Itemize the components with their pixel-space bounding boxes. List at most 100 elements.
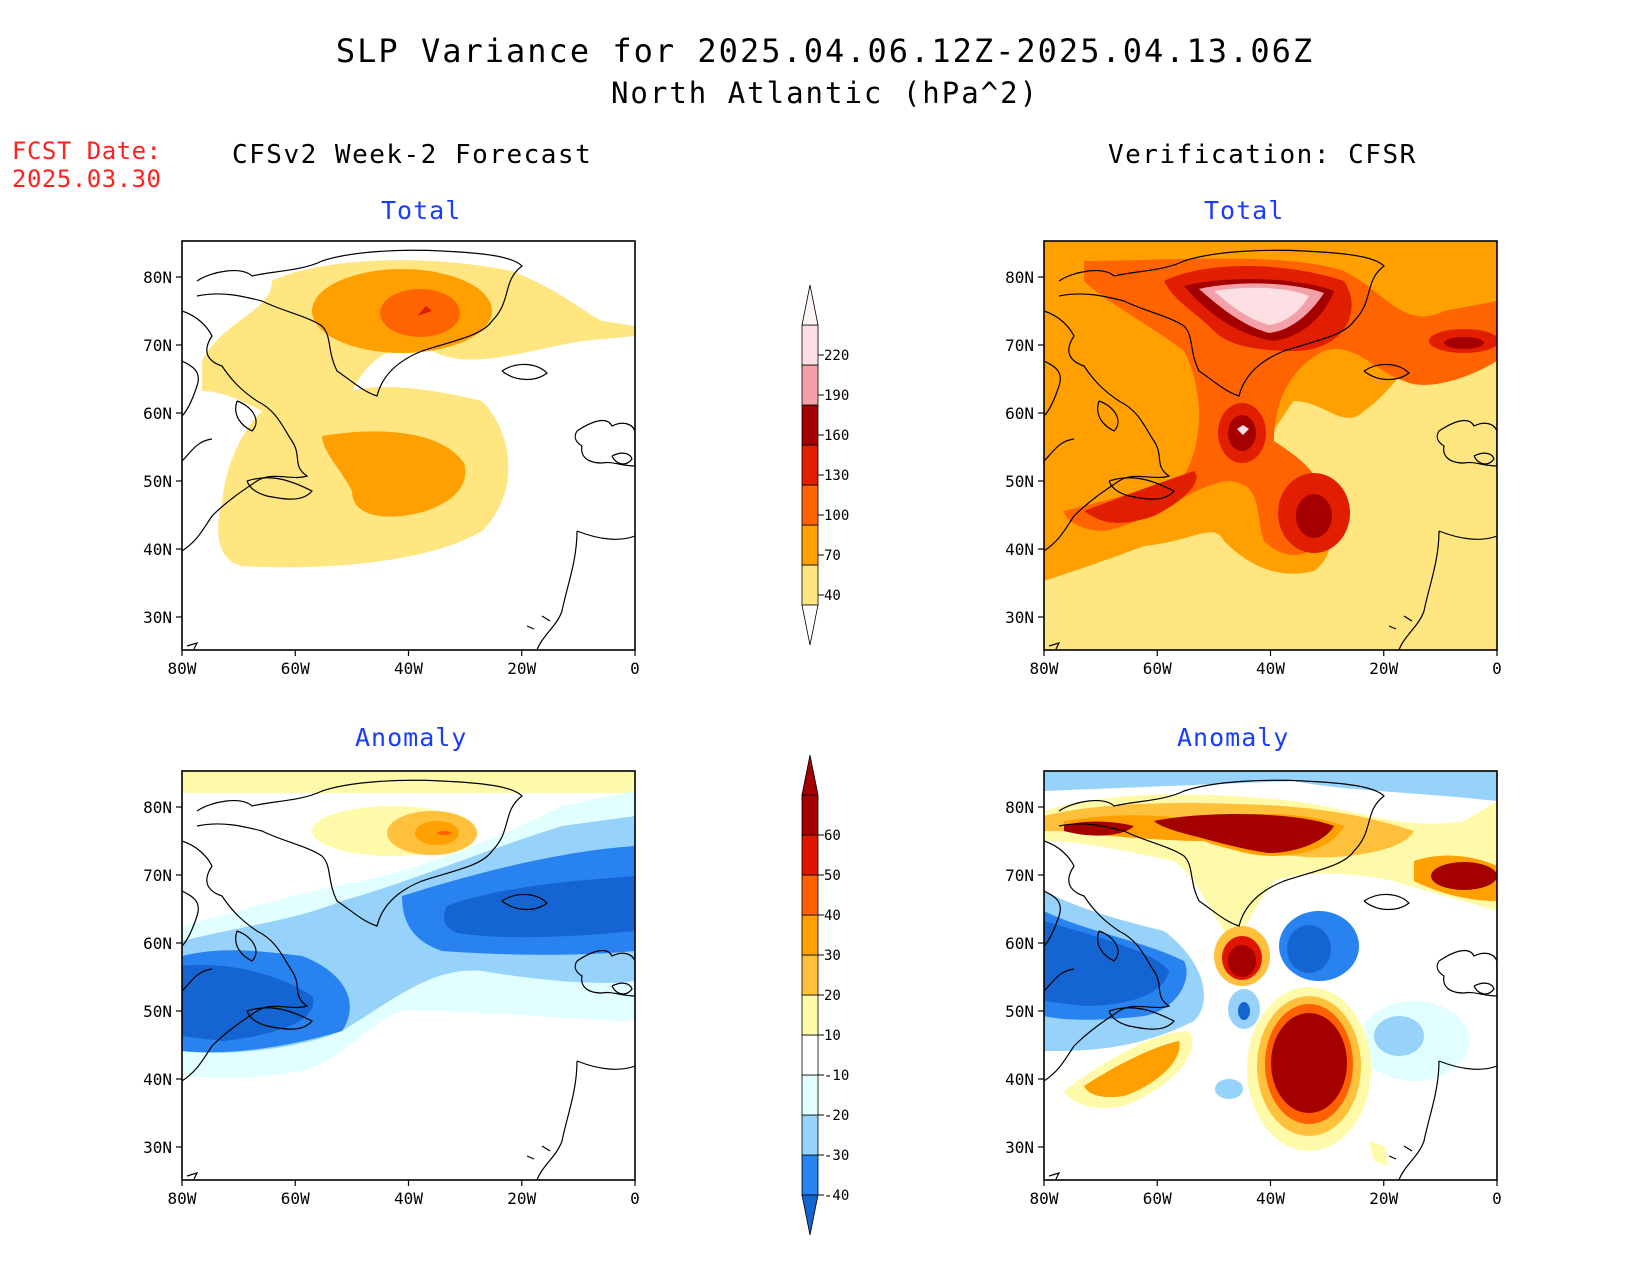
coastline-segment <box>611 982 633 995</box>
lon-tick-label: 0 <box>630 1189 640 1208</box>
contour-fill <box>1431 862 1497 890</box>
panel-subtitle-fcst-anomaly: Anomaly <box>355 723 468 752</box>
contour-fill <box>444 876 635 938</box>
colorbar-label: 130 <box>824 468 849 484</box>
colorbar-swatch <box>801 1074 819 1116</box>
contour-fill <box>1214 287 1309 325</box>
lat-tick-label: 70N <box>1005 336 1034 355</box>
colorbar-label: 100 <box>824 508 849 524</box>
colorbar-label: 190 <box>824 388 849 404</box>
contour-fill <box>1287 925 1331 973</box>
coastline-segment <box>574 419 635 467</box>
contour-fill <box>1044 771 1497 801</box>
colorbar-swatch <box>801 1114 819 1156</box>
coastline-segment <box>1438 530 1497 540</box>
colorbar-label: -10 <box>824 1068 849 1084</box>
contour-fill <box>1237 425 1249 435</box>
colorbar-label: 70 <box>824 548 841 564</box>
colorbar-swatch <box>801 834 819 876</box>
contour-fill <box>182 771 635 793</box>
panel-verif-total: 80N 70N 60N 50N 40N 30N 80W 60W 40W 20W 0 <box>1005 240 1502 678</box>
coastline-segment <box>1097 930 1119 962</box>
lon-tick-label: 20W <box>507 1189 536 1208</box>
lat-tick-label: 70N <box>1005 866 1034 885</box>
contour-fill <box>1064 821 1134 836</box>
coastline-segment <box>246 477 313 500</box>
shaded-field <box>182 771 635 1180</box>
contour-fill <box>1228 945 1256 977</box>
coastline <box>182 779 635 1180</box>
colorbar-label: 160 <box>824 428 849 444</box>
colorbar-label: 40 <box>824 588 841 604</box>
lat-tick-label: 50N <box>143 1002 172 1021</box>
coastline-segment <box>235 930 257 962</box>
lat-tick-label: 40N <box>1005 1070 1034 1089</box>
coastline-segment <box>1473 452 1495 465</box>
colorbar-swatch <box>801 444 819 486</box>
coastline-segment <box>501 893 548 911</box>
colorbar-swatch <box>801 324 819 366</box>
lon-tick-label: 20W <box>1369 659 1398 678</box>
contour-fill <box>437 831 451 835</box>
colorbar-swatch <box>801 914 819 956</box>
colorbar-swatch <box>801 404 819 446</box>
colorbar-label: 30 <box>824 948 841 964</box>
coastline-segment <box>501 363 548 381</box>
coastline-segment <box>1044 438 1075 462</box>
total-colorbar: 40 70 100 130 160 190 220 <box>801 284 849 646</box>
colorbar-swatch <box>801 794 819 836</box>
coastline-segment <box>1363 893 1410 911</box>
forecast-date-label: FCST Date: <box>12 137 162 165</box>
lon-tick-label: 80W <box>1030 1189 1059 1208</box>
lon-tick-label: 60W <box>281 1189 310 1208</box>
lon-tick-label: 60W <box>1143 659 1172 678</box>
lon-tick-label: 40W <box>1256 659 1285 678</box>
coastline-segment <box>1108 1007 1175 1030</box>
panel-subtitle-verif-total: Total <box>1204 196 1285 225</box>
lat-tick-label: 60N <box>143 934 172 953</box>
lon-tick-label: 0 <box>1492 659 1502 678</box>
contour-fill <box>1271 1013 1347 1113</box>
coastline-segment <box>536 530 578 650</box>
lat-tick-label: 60N <box>1005 404 1034 423</box>
lon-tick-label: 0 <box>1492 1189 1502 1208</box>
colorbar-swatch <box>801 954 819 996</box>
contour-fill <box>1084 471 1197 523</box>
coastline-segment <box>246 1007 313 1030</box>
panel-verif-anomaly: 80N 70N 60N 50N 40N 30N 80W 60W 40W 20W 0 <box>1005 770 1502 1208</box>
lon-tick-label: 40W <box>1256 1189 1285 1208</box>
lon-tick-label: 20W <box>1369 1189 1398 1208</box>
forecast-date: FCST Date: 2025.03.30 <box>12 137 162 193</box>
colorbar-swatch <box>801 524 819 566</box>
colorbar-bottom-arrow <box>801 604 819 646</box>
lon-tick-label: 80W <box>168 1189 197 1208</box>
contour-fill <box>322 431 466 517</box>
contour-fill <box>1369 1141 1389 1166</box>
forecast-date-value: 2025.03.30 <box>12 165 162 193</box>
lat-tick-label: 50N <box>1005 472 1034 491</box>
contour-fill <box>1044 921 1169 1006</box>
coastline-segment <box>1044 360 1061 417</box>
lat-tick-label: 70N <box>143 336 172 355</box>
panel-fcst-anomaly: 80N 70N 60N 50N 40N 30N 80W 60W 40W 20W 0 <box>143 770 640 1208</box>
coastline-segment <box>182 310 309 552</box>
lat-tick-label: 60N <box>143 404 172 423</box>
contour-fill <box>1444 337 1484 349</box>
colorbar-swatch <box>801 994 819 1036</box>
coastline-segment <box>182 360 199 417</box>
coastline-segment <box>576 1060 635 1070</box>
lat-tick-label: 60N <box>1005 934 1034 953</box>
colorbar-swatch <box>801 874 819 916</box>
shaded-field <box>1044 771 1497 1180</box>
lat-tick-label: 30N <box>143 608 172 627</box>
coastline-segment <box>1048 642 1061 650</box>
colorbar-label: 50 <box>824 868 841 884</box>
coastline-segment <box>526 1145 551 1160</box>
lon-tick-label: 40W <box>394 1189 423 1208</box>
coastline-segment <box>611 452 633 465</box>
lon-tick-label: 60W <box>1143 1189 1172 1208</box>
lat-tick-label: 50N <box>143 472 172 491</box>
contour-fill <box>1374 1016 1424 1056</box>
coastline-segment <box>1044 840 1171 1082</box>
